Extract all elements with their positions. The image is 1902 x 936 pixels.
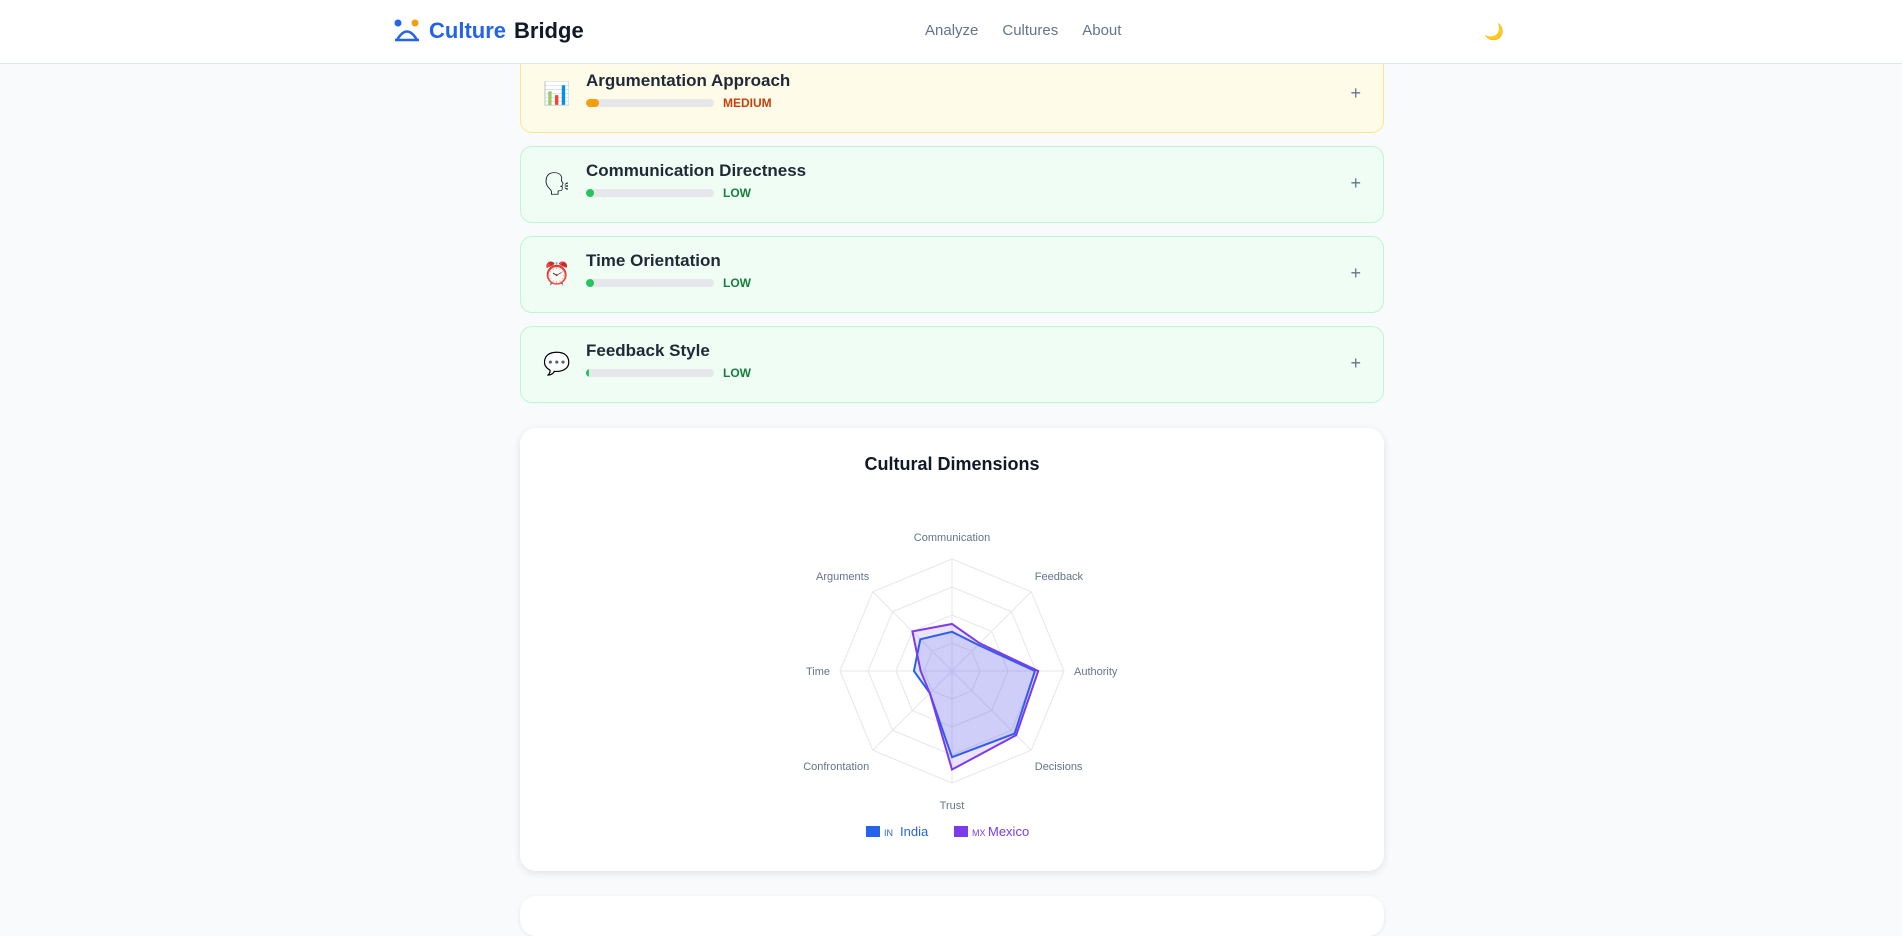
dimension-icon: ⏰ (543, 261, 571, 286)
legend-flag: IN (884, 828, 893, 838)
dimension-card[interactable]: ⏰ Time Orientation LOW + (520, 236, 1384, 313)
expand-plus-icon[interactable]: + (1350, 263, 1361, 283)
logo-text-bridge: Bridge (514, 18, 584, 43)
dimension-card[interactable]: 🗣 Communication Directness LOW + (520, 146, 1384, 223)
legend-swatch (866, 826, 880, 837)
cultural-dimensions-card: Cultural Dimensions Communication Feedbac… (520, 428, 1384, 871)
nav-analyze[interactable]: Analyze (925, 22, 979, 39)
level-label: LOW (723, 276, 751, 290)
expand-plus-icon[interactable]: + (1350, 353, 1361, 373)
chart-title: Cultural Dimensions (864, 454, 1040, 474)
top-nav-bar: Culture Bridge Analyze Cultures About 🌙 (0, 0, 1902, 64)
axis-label: Arguments (816, 571, 870, 583)
dimension-title: Communication Directness (586, 161, 807, 180)
level-label: LOW (723, 366, 751, 380)
level-bar-fill (586, 369, 589, 377)
dimension-title: Argumentation Approach (586, 71, 791, 90)
axis-label: Decisions (1035, 761, 1083, 773)
dimension-title: Time Orientation (586, 251, 721, 270)
legend-label: Mexico (988, 824, 1029, 839)
dimension-icon: 🗣 (543, 171, 571, 196)
level-bar-fill (586, 279, 594, 287)
theme-toggle-moon-icon[interactable]: 🌙 (1484, 24, 1504, 41)
legend-swatch (954, 826, 968, 837)
axis-label: Feedback (1035, 571, 1084, 583)
nav-cultures[interactable]: Cultures (1002, 22, 1059, 39)
dimension-title: Feedback Style (586, 341, 710, 360)
legend-flag: MX (972, 828, 986, 838)
next-section-card (520, 896, 1384, 936)
dimension-icon: 💬 (543, 351, 571, 376)
logo-icon (394, 19, 419, 42)
nav-about[interactable]: About (1082, 22, 1122, 39)
dimension-card[interactable]: 💬 Feedback Style LOW + (520, 326, 1384, 403)
legend-label: India (900, 824, 929, 839)
level-bar (586, 369, 714, 377)
dimension-icon: 📊 (543, 81, 571, 106)
series-mexico (911, 622, 1040, 772)
logo-text-culture: Culture (429, 18, 506, 43)
level-label: LOW (723, 186, 751, 200)
main-nav: Analyze Cultures About (925, 22, 1121, 39)
level-label: MEDIUM (723, 96, 772, 110)
axis-label: Time (806, 666, 830, 678)
axis-label: Trust (940, 800, 965, 812)
grid-spoke (872, 670, 953, 751)
expand-plus-icon[interactable]: + (1350, 83, 1361, 103)
axis-label: Confrontation (803, 761, 869, 773)
level-bar-fill (586, 189, 594, 197)
level-bar (586, 99, 714, 107)
axis-label: Communication (914, 532, 990, 544)
axis-label: Authority (1074, 666, 1118, 678)
series-india (912, 630, 1037, 759)
logo[interactable]: Culture Bridge (393, 18, 584, 44)
grid-spoke (951, 591, 1032, 672)
level-bar-fill (586, 99, 599, 107)
level-bar (586, 279, 714, 287)
radar-chart: Communication Feedback Authority Decisions T… (803, 532, 1118, 839)
level-bar (586, 189, 714, 197)
grid-spoke (951, 670, 1032, 751)
expand-plus-icon[interactable]: + (1350, 173, 1361, 193)
